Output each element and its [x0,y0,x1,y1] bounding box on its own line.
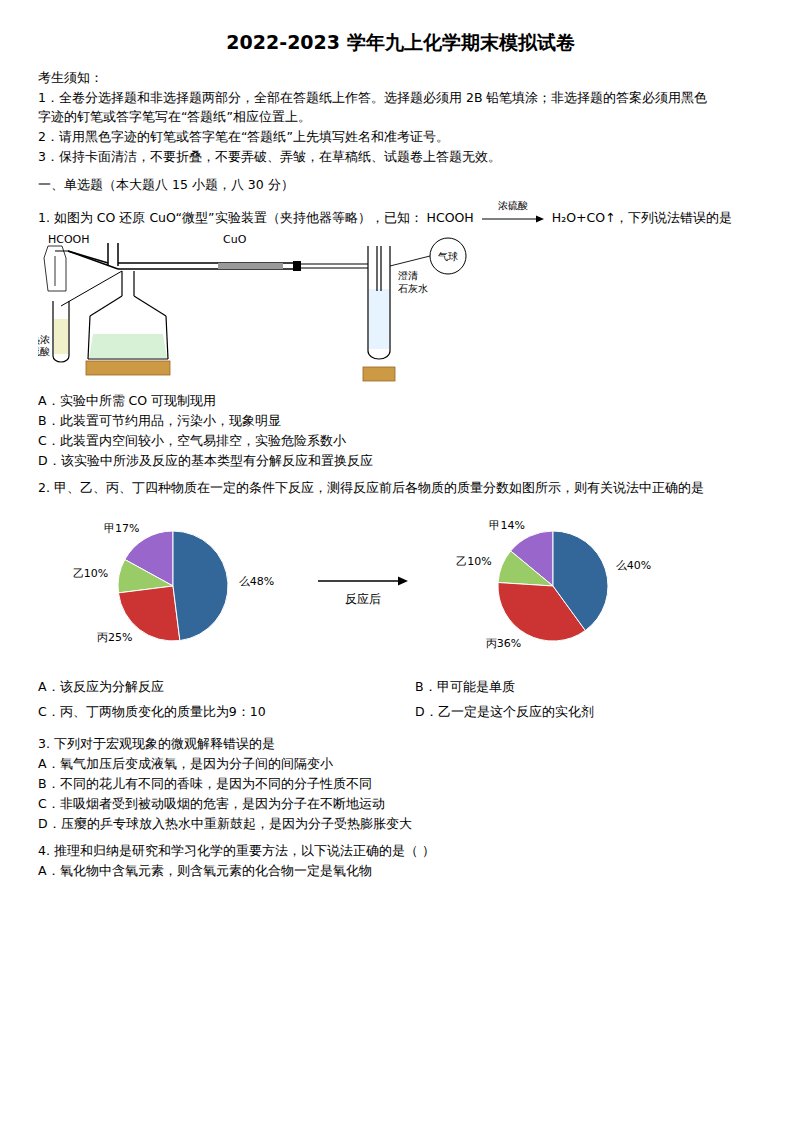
apparatus-label: 热浓 [38,334,50,345]
data-label: 丙36% [486,637,521,650]
notice-line: 1．全卷分选择题和非选择题两部分，全部在答题纸上作答。选择题必须用 2B 铅笔填… [38,90,763,107]
data-label: 丙25% [97,631,132,644]
option: B．此装置可节约用品，污染小，现象明显 [38,413,763,430]
notice-line: 考生须知： [38,70,763,87]
apparatus-label: CuO [223,233,247,246]
question-text: H₂O+CO↑，下列说法错误的是 [552,210,733,227]
options-grid: A．该反应为分解反应B．甲可能是单质C．丙、丁两物质变化的质量比为9：10D．乙… [38,679,763,724]
apparatus-line [52,301,53,356]
option: A．实验中所需 CO 可现制现用 [38,393,763,410]
pie-chart: 甲14% 乙10% 丙36% 么40% [418,501,688,671]
apparatus-label: HCOOH [48,233,90,246]
pie-chart: 甲17% 乙10% 丙25% 么48% [38,501,308,671]
data-label: 么40% [616,559,651,572]
apparatus-line [55,250,68,251]
apparatus-diagram: HCOOH CuO 澄清石灰水 气球热浓硫酸 [38,231,758,387]
apparatus-label: 气球 [438,251,458,262]
acid-liquid [54,319,68,354]
pie-row: 甲17% 乙10% 丙25% 么48% 反应后 甲14% 乙10% 丙36% 么40% [38,501,763,671]
question-line: 1. 如图为 CO 还原 CuO“微型”实验装置（夹持他器等略），已知： HCO… [38,197,763,227]
reaction-arrow: 浓硫酸 [478,197,548,227]
question-text: 4. 推理和归纳是研究和学习化学的重要方法，以下说法正确的是（ ） [38,843,763,860]
option: A．氧气加压后变成液氧，是因为分子间的间隔变小 [38,756,763,773]
option: B．甲可能是单质 [415,679,763,696]
apparatus-line [166,316,168,359]
apparatus-line [118,268,208,270]
apparatus-line [389,246,390,351]
page: 2022-2023 学年九上化学期末模拟试卷考生须知： 1．全卷分选择题和非选择题… [0,0,793,1122]
apparatus-line [376,246,377,291]
question-text: 3. 下列对于宏观现象的微观解释错误的是 [38,736,763,753]
data-label: 么48% [239,575,274,588]
spacer [38,472,763,480]
cylinder-bottom [368,351,390,359]
apparatus-label: 硫酸 [38,346,50,357]
option: C．丙、丁两物质变化的质量比为9：10 [38,704,415,721]
flask-liquid [89,334,167,358]
pie-slice [498,551,553,586]
data-label: 乙10% [456,555,491,568]
apparatus-line [301,263,368,264]
apparatus-line [121,271,122,296]
apparatus-line [367,246,368,351]
option: D．该实验中所涉及反应的基本类型有分解反应和置换反应 [38,453,763,470]
option: D．乙一定是这个反应的实化剂 [415,704,763,721]
balloon [430,238,466,274]
apparatus-line [133,271,134,296]
apparatus-line [90,296,122,316]
cuo-powder [218,263,283,269]
arrow-label: 反应后 [345,592,381,606]
apparatus-line [482,218,538,219]
notice-line: 字迹的钉笔或答字笔写在“答题纸”相应位置上。 [38,109,763,126]
tube-bottom [53,356,69,362]
apparatus-line [134,296,166,316]
notice-line: 2．请用黑色字迹的钉笔或答字笔在“答题纸”上先填写姓名和准考证号。 [38,129,763,146]
option: A．氧化物中含氧元素，则含氧元素的化合物一定是氧化物 [38,863,763,880]
option: C．此装置内空间较小，空气易排空，实验危险系数小 [38,433,763,450]
question-text: 2. 甲、乙、丙、丁四种物质在一定的条件下反应，测得反应前后各物质的质量分数如图… [38,480,763,497]
wood-block [363,367,395,381]
apparatus: HCOOH CuO 澄清石灰水 气球热浓硫酸 [38,233,466,381]
apparatus-line [68,251,118,269]
limewater [369,289,389,349]
wood-block [86,361,170,375]
apparatus-line [118,262,208,264]
reaction-arrow: 反应后 [308,501,418,671]
notice-line: 3．保持卡面清洁，不要折叠，不要弄破、弄皱，在草稿纸、试题卷上答题无效。 [38,149,763,166]
stopper [293,261,301,271]
reaction-condition: 浓硫酸 [498,200,528,211]
apparatus-line [61,271,122,306]
apparatus-line [88,358,168,359]
pie-slice [173,531,228,641]
option: D．压瘿的乒专球放入热水中重新鼓起，是因为分子受热膨胀变大 [38,816,763,833]
arrow-head [536,215,544,222]
data-label: 甲14% [489,520,524,533]
spacer [38,835,763,843]
pie-slice [553,531,608,630]
title: 2022-2023 学年九上化学期末模拟试卷 [38,30,763,56]
section-header: 一、单选题（本大题八 15 小题，八 30 分） [38,177,763,194]
option: A．该反应为分解反应 [38,679,415,696]
apparatus-label: 石灰水 [398,283,428,294]
syringe [44,246,66,291]
apparatus-line [390,256,430,266]
apparatus-line [88,316,90,359]
spacer [38,169,763,177]
option: C．非吸烟者受到被动吸烟的危害，是因为分子在不断地运动 [38,796,763,813]
apparatus-line [301,267,368,268]
apparatus-line [68,301,69,356]
option: B．不同的花儿有不同的香味，是因为不同的分子性质不同 [38,776,763,793]
arrow-head [398,577,408,586]
apparatus-line [380,246,381,291]
apparatus-label: 澄清 [398,270,418,281]
data-label: 乙10% [73,567,108,580]
apparatus-line [55,256,56,286]
spacer [38,728,763,736]
apparatus-line [318,581,400,582]
question-text: 1. 如图为 CO 还原 CuO“微型”实验装置（夹持他器等略），已知： HCO… [38,210,474,227]
data-label: 甲17% [104,522,139,535]
